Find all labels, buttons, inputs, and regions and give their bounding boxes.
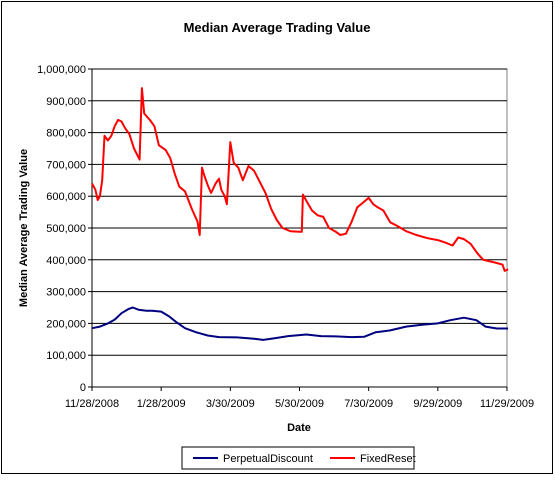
x-tick-label: 1/28/2009 [137,398,186,410]
x-tick-label: 11/28/2008 [65,398,119,410]
y-tick-label: 200,000 [46,318,86,330]
y-tick-label: 0 [80,382,86,394]
legend: PerpetualDiscount FixedReset [181,446,416,470]
legend-label-perpetualdiscount: PerpetualDiscount [223,453,313,465]
y-tick-label: 600,000 [46,191,86,203]
x-tick-label: 3/30/2009 [206,398,255,410]
x-tick-label: 9/29/2009 [413,398,462,410]
y-tick-label: 700,000 [46,159,86,171]
series-line-perpetualdiscount [91,306,509,341]
series-line-fixedreset [91,87,509,272]
y-tick-label: 500,000 [46,223,86,235]
y-tick-label: 800,000 [46,128,86,140]
x-tick-label: 5/30/2009 [275,398,324,410]
y-tick-label: 300,000 [46,287,86,299]
series-lines [91,87,509,341]
y-tick-label: 900,000 [46,96,86,108]
y-tick-label: 400,000 [46,255,86,267]
x-axis-label: Date [287,422,311,434]
x-axis-ticks: 11/28/2008 1/28/2009 3/30/2009 5/30/2009 7/3… [65,386,534,410]
x-tick-label: 11/29/2009 [480,398,534,410]
y-tick-label: 100,000 [46,350,86,362]
chart-title: Median Average Trading Value [184,20,371,35]
legend-label-fixedreset: FixedReset [360,453,416,465]
gridlines [92,68,507,356]
legend-box [181,446,415,470]
y-axis-label: Median Average Trading Value [18,149,30,307]
y-tick-label: 1,000,000 [37,64,86,76]
y-axis-ticks: 0 100,000 200,000 300,000 400,000 500,000 600,… [37,64,93,394]
x-tick-label: 7/30/2009 [344,398,393,410]
